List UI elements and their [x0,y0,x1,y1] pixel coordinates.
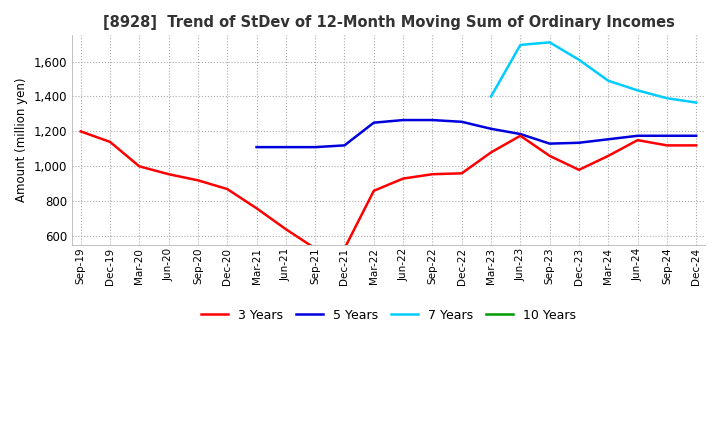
5 Years [311,144,320,150]
Line: 7 Years: 7 Years [491,42,696,103]
7 Years [545,40,554,45]
3 Years [545,153,554,158]
7 Years [516,42,525,48]
3 Years [516,133,525,139]
3 Years [282,227,290,232]
5 Years [575,140,583,145]
7 Years [487,94,495,99]
5 Years [604,137,613,142]
3 Years [164,172,173,177]
Y-axis label: Amount (million yen): Amount (million yen) [15,78,28,202]
5 Years [399,117,408,123]
3 Years [252,205,261,211]
5 Years [662,133,671,139]
3 Years [634,138,642,143]
3 Years [428,172,437,177]
3 Years [487,150,495,155]
5 Years [545,141,554,146]
3 Years [575,167,583,172]
3 Years [76,129,85,134]
3 Years [457,171,466,176]
Line: 5 Years: 5 Years [256,120,696,147]
3 Years [399,176,408,181]
5 Years [282,144,290,150]
Title: [8928]  Trend of StDev of 12-Month Moving Sum of Ordinary Incomes: [8928] Trend of StDev of 12-Month Moving… [102,15,675,30]
5 Years [634,133,642,139]
7 Years [692,100,701,105]
3 Years [369,188,378,194]
3 Years [662,143,671,148]
3 Years [340,246,348,251]
5 Years [252,144,261,150]
5 Years [457,119,466,125]
7 Years [634,88,642,93]
5 Years [369,120,378,125]
7 Years [604,78,613,84]
Legend: 3 Years, 5 Years, 7 Years, 10 Years: 3 Years, 5 Years, 7 Years, 10 Years [196,304,581,327]
5 Years [340,143,348,148]
3 Years [106,139,114,144]
3 Years [223,187,232,192]
5 Years [487,126,495,132]
3 Years [692,143,701,148]
3 Years [194,178,202,183]
3 Years [135,164,144,169]
5 Years [428,117,437,123]
5 Years [692,133,701,139]
3 Years [604,153,613,158]
3 Years [311,246,320,251]
Line: 3 Years: 3 Years [81,132,696,249]
7 Years [662,95,671,101]
7 Years [575,57,583,62]
5 Years [516,132,525,137]
